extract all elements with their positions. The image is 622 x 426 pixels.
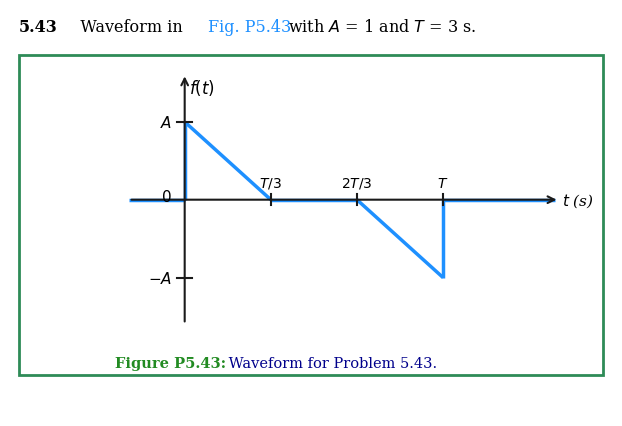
Text: Figure P5.43: Waveform for Problem 5.43.: Figure P5.43: Waveform for Problem 5.43. xyxy=(0,425,1,426)
Text: Figure P5.43:: Figure P5.43: xyxy=(115,356,226,370)
Text: 5.43: 5.43 xyxy=(19,19,57,36)
Text: Fig. P5.43: Fig. P5.43 xyxy=(208,19,292,36)
Text: Waveform in: Waveform in xyxy=(65,19,188,36)
Text: $f(t)$: $f(t)$ xyxy=(189,78,215,98)
Text: $-A$: $-A$ xyxy=(147,270,172,286)
Text: $0$: $0$ xyxy=(161,188,172,204)
Text: $T$: $T$ xyxy=(437,176,448,190)
Text: $A$: $A$ xyxy=(160,115,172,130)
Text: $2T/3$: $2T/3$ xyxy=(341,175,373,190)
Text: Figure P5.43:: Figure P5.43: xyxy=(0,425,1,426)
Text: with $A$ = 1 and $T$ = 3 s.: with $A$ = 1 and $T$ = 3 s. xyxy=(283,19,476,36)
Text: $t$ (s): $t$ (s) xyxy=(562,191,594,209)
Text: $T/3$: $T/3$ xyxy=(259,175,282,190)
Text: Waveform for Problem 5.43.: Waveform for Problem 5.43. xyxy=(224,356,437,370)
